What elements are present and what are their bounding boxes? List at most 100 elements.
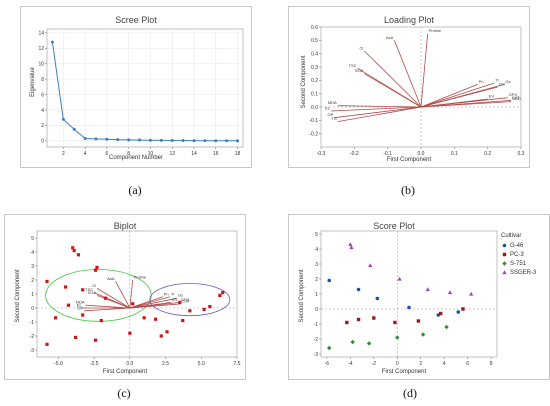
y-tick-label: 10 [38, 62, 44, 68]
loading-vector-label: EV [489, 94, 495, 99]
loading-vector-label: CAT [512, 95, 520, 100]
y-tick-label: 3 [31, 264, 34, 270]
loading-vector-label: SOD [512, 96, 521, 101]
biplot-vector [129, 303, 182, 309]
biplot-vector-label: TSC [85, 287, 93, 292]
biplot-vector [129, 296, 170, 309]
scree-point [148, 138, 152, 142]
cluster-ellipse [149, 283, 231, 317]
scree-point [116, 138, 120, 142]
loading-vector-label: TSC [349, 63, 357, 68]
y-tick-label: 3 [315, 262, 318, 268]
loading-vector-label: Gs [505, 79, 510, 84]
score-point [469, 291, 474, 296]
y-tick-label: 12 [38, 46, 44, 52]
score-point [366, 341, 372, 346]
legend-item: G-46 [501, 242, 547, 249]
biplot-vector [115, 281, 131, 309]
score-point [438, 311, 443, 316]
biplot-point [71, 246, 75, 250]
loading-vector [364, 73, 422, 108]
loading-plot-svg: -0.3 -0.2 -0.1 0.0 0.1 0.2 0.3 -0.2 -0.1 0.0 0.1 0.… [309, 25, 524, 157]
x-tick-label: 18 [235, 151, 241, 157]
loading-vector [420, 82, 495, 108]
biplot-vector-label: Cl [92, 283, 96, 288]
score-point [356, 287, 361, 292]
biplot-point [76, 253, 81, 257]
score-plot-svg: -6 -4 -2 0 2 4 6 8 -3 -2 -1 0 1 2 3 4 5 [314, 230, 498, 367]
biplot-point [131, 302, 135, 306]
score-point [393, 320, 397, 325]
legend-marker-shape [502, 243, 507, 248]
score-point [327, 345, 332, 351]
biplot-ylabel: Second Component [15, 269, 21, 323]
biplot-point [153, 317, 158, 321]
biplot-vector [96, 295, 131, 309]
loading-xlabel: First Component [386, 157, 432, 163]
scree-plot-panel: Scree Plot 2 4 6 8 10 12 14 16 18 0 2 4 6 8 10 12 14 Eig… [20, 6, 252, 168]
biplot-point [45, 342, 49, 346]
biplot-point [45, 279, 49, 283]
scree-point [83, 137, 87, 141]
biplot-title: Biplot [113, 221, 137, 231]
biplot-vector-label: Pn [164, 291, 169, 296]
biplot-point [53, 316, 58, 320]
y-tick-label: 0 [315, 307, 318, 313]
biplot-vector-label: SOA [88, 290, 97, 295]
biplot-vector-label: EL [77, 303, 83, 308]
plot-frame [46, 28, 244, 148]
loading-vector-label: TS [332, 116, 337, 121]
y-tick-label: 0.2 [311, 78, 318, 84]
legend-item: S-751 [501, 260, 547, 267]
biplot-vector [84, 307, 130, 312]
score-point [375, 296, 380, 301]
biplot-vector-label: AsA [107, 276, 115, 281]
plot-frame [36, 230, 238, 358]
x-tick-label: 12 [169, 151, 175, 157]
x-tick-label: 10 [148, 151, 154, 157]
loading-vector [337, 105, 422, 108]
loading-vector [393, 40, 422, 108]
biplot-point [188, 309, 192, 313]
biplot-point [218, 293, 222, 297]
y-tick-label: 14 [38, 31, 44, 37]
score-point [348, 242, 353, 247]
y-tick-label: 0.1 [311, 91, 318, 97]
biplot-point [93, 268, 98, 272]
score-point [416, 319, 421, 323]
loading-vector-label: GPX [509, 92, 518, 97]
y-tick-label: 5 [315, 232, 318, 238]
score-point [447, 290, 453, 295]
biplot-point [165, 330, 169, 334]
loading-vector-label: Pn [479, 79, 484, 84]
y-tick-label: 0.0 [311, 105, 318, 111]
y-tick-label: 8 [41, 77, 44, 83]
y-tick-label: -1 [314, 322, 319, 328]
loading-vector-label: Proline [429, 28, 442, 33]
score-point [461, 307, 465, 311]
loading-vector-label: AsA [386, 35, 394, 40]
legend-marker [502, 261, 507, 266]
biplot-point [72, 249, 76, 253]
loading-vector [364, 50, 422, 108]
x-tick-label: -0.3 [317, 151, 326, 157]
caption-b: (b) [401, 183, 415, 197]
scree-xlabel: Component Number [108, 155, 164, 161]
y-tick-label: -3 [30, 348, 35, 354]
scree-point [50, 40, 54, 44]
biplot-vector-label: Proline [134, 275, 147, 280]
y-tick-label: 0.4 [311, 51, 318, 57]
biplot-point [63, 285, 68, 289]
y-tick-label: 5 [31, 236, 34, 242]
loading-vector [420, 33, 429, 108]
biplot-vector [129, 279, 134, 309]
scree-point [127, 138, 131, 142]
scree-plot-svg: 2 4 6 8 10 12 14 16 18 0 2 4 6 8 10 12 14 [38, 28, 244, 157]
loading-vector-label: Cl [360, 46, 364, 51]
scree-point [72, 127, 76, 131]
x-tick-label: -5.0 [54, 361, 63, 367]
biplot-vector-label: CAT [182, 298, 190, 303]
x-tick-label: 2 [419, 361, 422, 367]
biplot-point [81, 313, 85, 317]
biplot-svg: -5.0 -2.5 0.0 2.5 5.0 7.5 -3 -2 -1 0 1 2 3 4 5 Proline A… [30, 230, 241, 367]
